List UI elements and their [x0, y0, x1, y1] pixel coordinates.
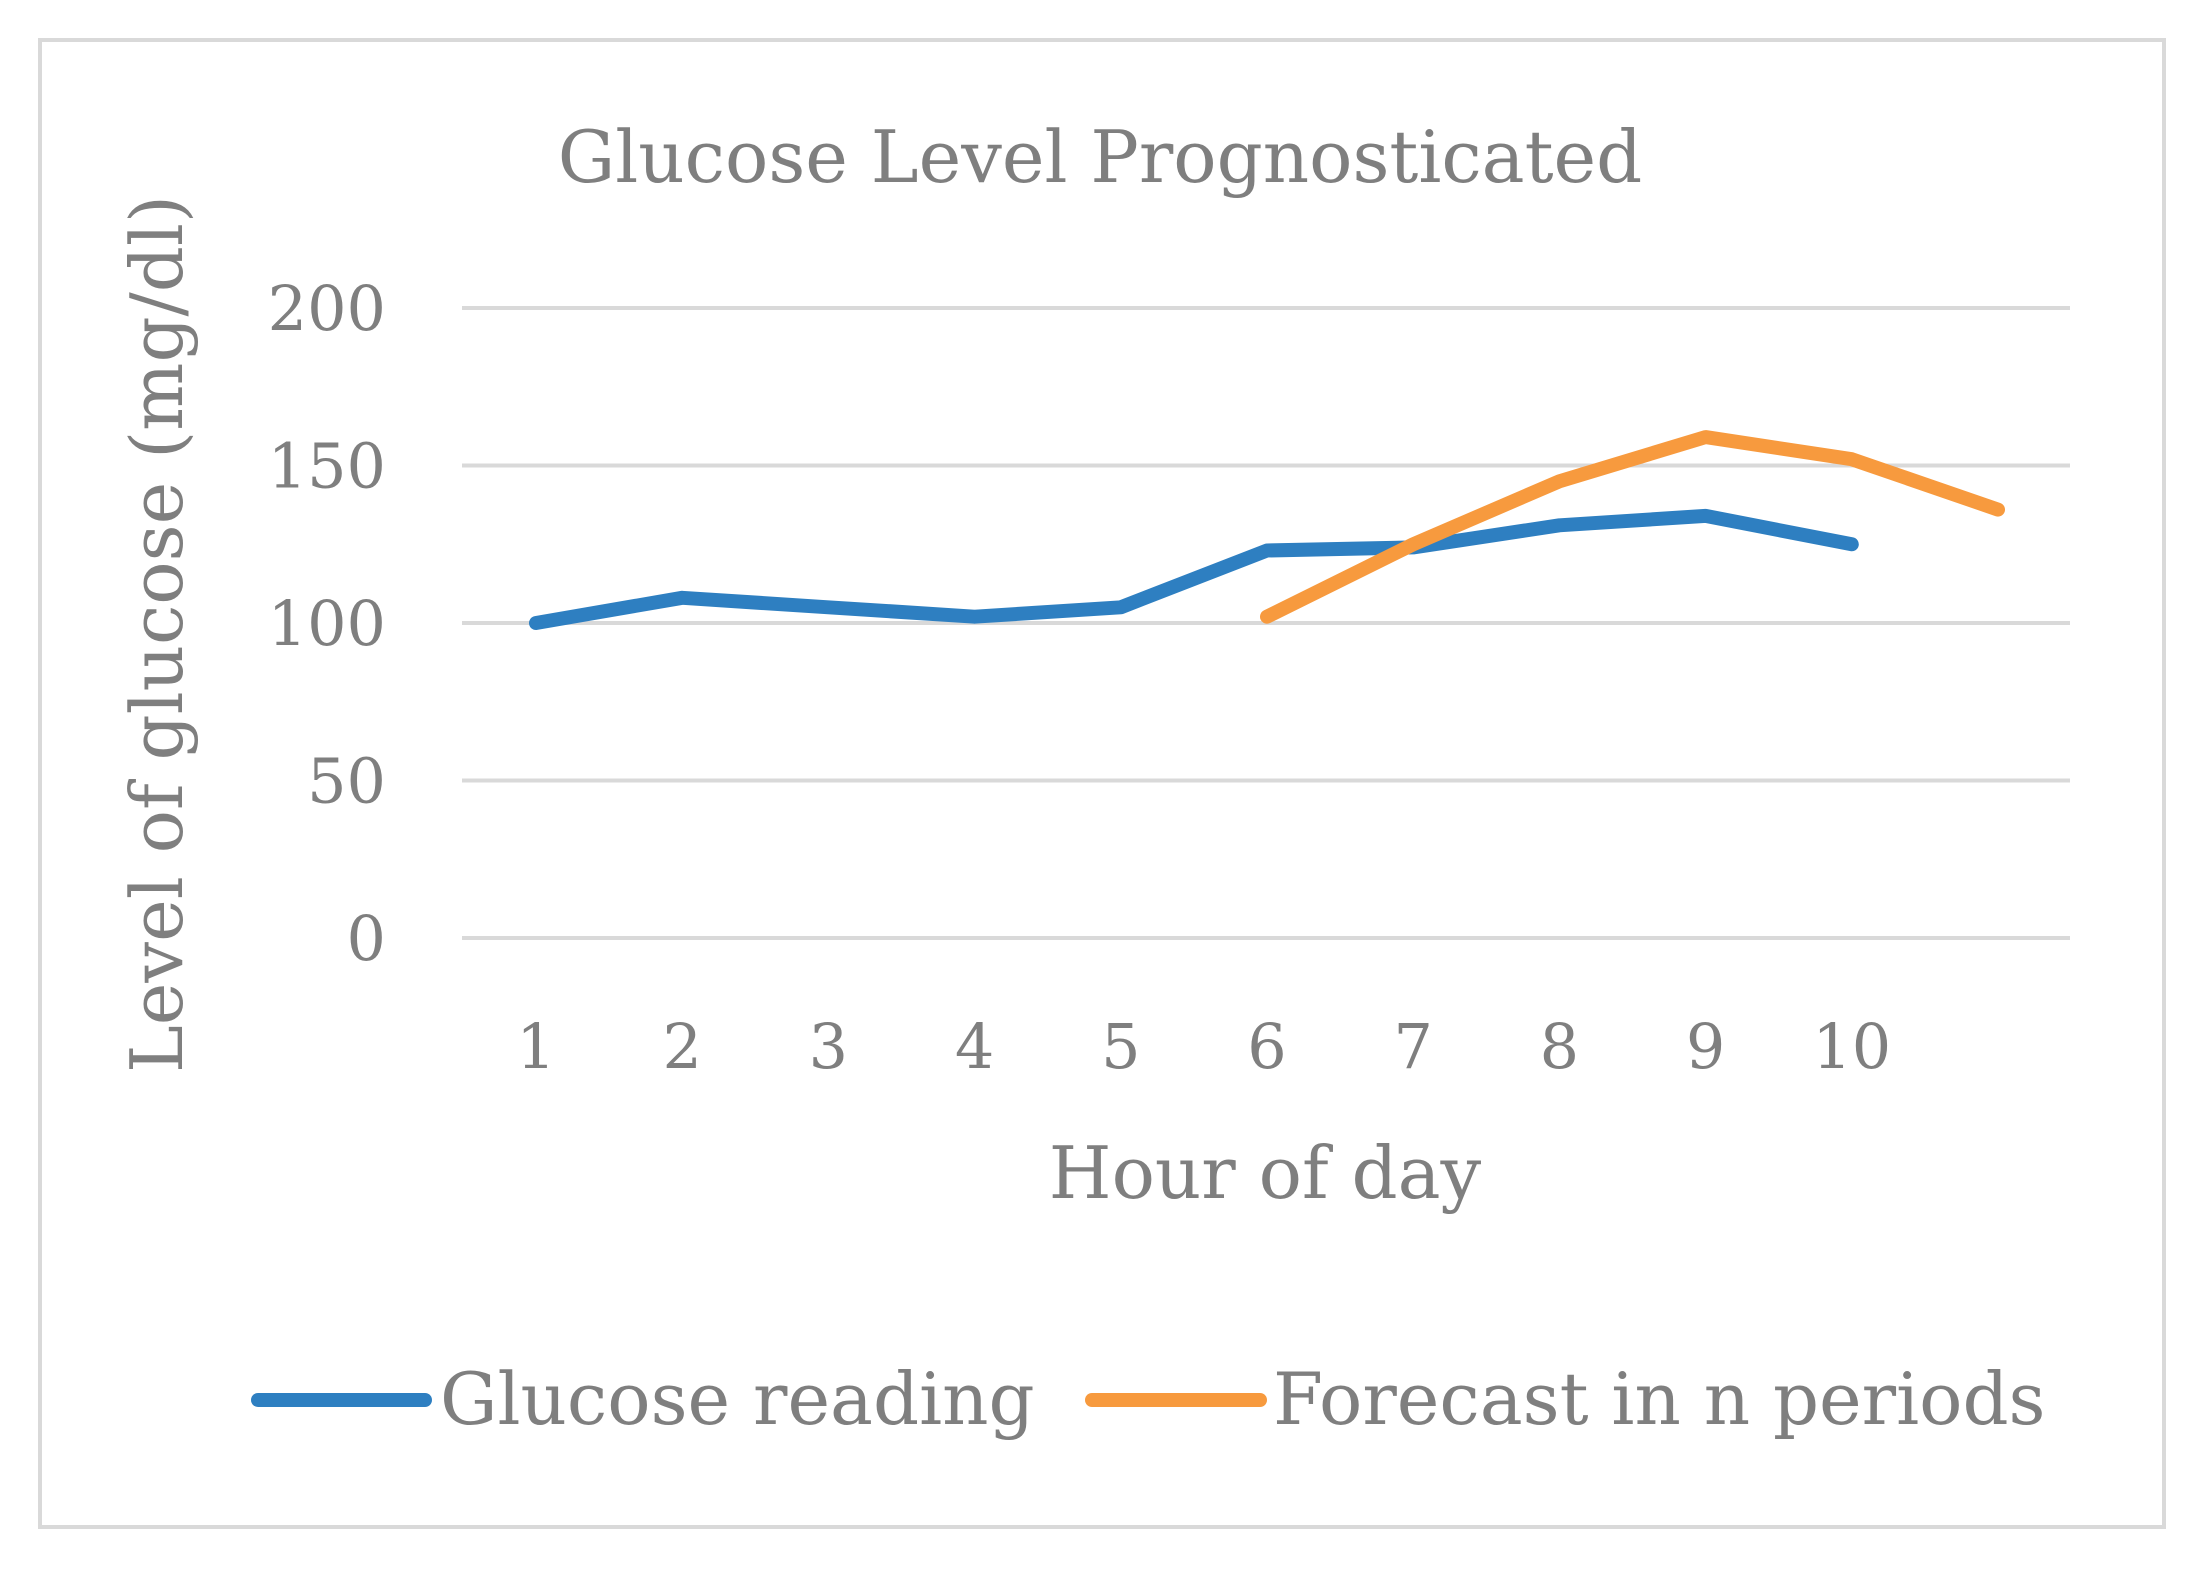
x-axis-label: Hour of day	[1049, 1131, 1482, 1215]
x-tick-label: 7	[1393, 1010, 1432, 1083]
x-tick-label: 4	[955, 1010, 994, 1083]
legend: Glucose reading Forecast in n periods	[251, 1357, 2046, 1441]
legend-label-glucose-reading: Glucose reading	[440, 1357, 1035, 1441]
y-tick-label: 150	[268, 430, 386, 503]
y-axis-label: Level of glucose (mg/dl)	[115, 195, 199, 1073]
series-line-glucose-reading	[529, 508, 1859, 630]
x-tick-label: 5	[1101, 1010, 1140, 1083]
x-tick-label: 3	[809, 1010, 848, 1083]
series-lines	[529, 430, 2005, 630]
y-tick-label: 100	[268, 587, 386, 660]
legend-label-forecast: Forecast in n periods	[1273, 1357, 2046, 1441]
x-tick-label: 10	[1812, 1010, 1891, 1083]
x-tick-label: 8	[1540, 1010, 1579, 1083]
y-tick-label: 0	[347, 902, 386, 975]
x-tick-label: 6	[1247, 1010, 1286, 1083]
series-line-forecast	[1260, 430, 2005, 624]
y-tick-label: 200	[268, 272, 386, 345]
chart-title: Glucose Level Prognosticated	[558, 115, 1642, 199]
x-tick-label: 1	[516, 1010, 555, 1083]
gridlines	[462, 306, 2070, 940]
x-axis-ticks: 1 2 3 4 5 6 7 8 9 10	[516, 1010, 1891, 1083]
x-tick-label: 9	[1686, 1010, 1725, 1083]
x-tick-label: 2	[662, 1010, 701, 1083]
chart-frame	[38, 38, 2166, 1529]
y-tick-label: 50	[307, 745, 386, 818]
y-axis-ticks: 0 50 100 150 200	[268, 272, 386, 975]
